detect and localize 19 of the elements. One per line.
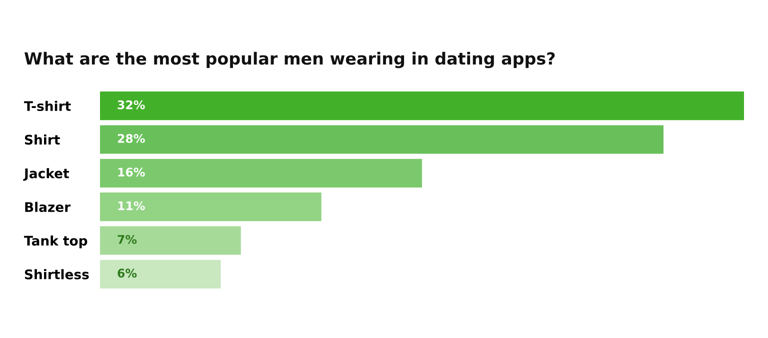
y-tick-label: Blazer [25, 202, 71, 212]
data-label: 28% [118, 134, 145, 143]
data-label: 16% [118, 168, 145, 177]
bar [100, 226, 241, 255]
bar [100, 125, 664, 154]
data-label: 32% [118, 100, 145, 110]
y-tick-label: Jacket [23, 168, 70, 181]
y-tick-label: Shirt [24, 134, 60, 145]
chart-title: What are the most popular men wearing in dating apps? [24, 52, 555, 68]
data-label: 6% [118, 268, 137, 278]
bar [100, 92, 744, 120]
bar [100, 192, 322, 222]
y-tick-label: Shirtless [24, 269, 89, 280]
y-tick-label: Tank top [24, 235, 88, 248]
bar [100, 260, 221, 288]
bar [100, 158, 422, 188]
data-label: 11% [118, 201, 145, 210]
y-tick-label: T-shirt [24, 100, 71, 112]
data-label: 7% [118, 234, 137, 244]
